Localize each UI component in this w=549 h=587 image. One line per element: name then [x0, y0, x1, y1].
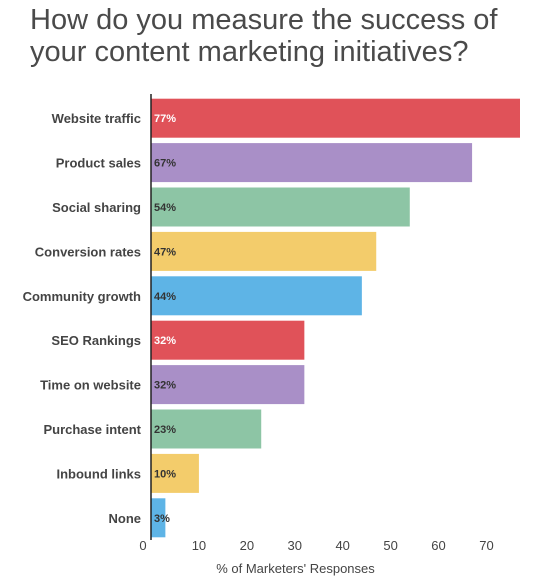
bar-purchase-intent [151, 409, 262, 449]
bar-community-growth [151, 276, 362, 316]
x-tick-label: 70 [479, 538, 493, 553]
category-label: None [109, 511, 142, 526]
bar-product-sales [151, 143, 473, 183]
value-label: 32% [154, 335, 176, 347]
value-label: 23% [154, 424, 176, 436]
x-tick-label: 40 [335, 538, 349, 553]
value-label: 3% [154, 513, 170, 525]
bar-inbound-links [151, 453, 199, 493]
bars-layer: 77% 67% 54% 47% 44% 32% 32% 23% 10% 3% [151, 98, 520, 538]
chart-title: How do you measure the success of your c… [30, 4, 545, 68]
category-label: Product sales [56, 156, 141, 171]
category-label: Time on website [40, 378, 141, 393]
category-labels: Website traffic Product sales Social shari… [23, 111, 142, 526]
bar-social-sharing [151, 187, 410, 227]
x-tick-label: 60 [431, 538, 445, 553]
category-label: Inbound links [57, 466, 142, 481]
x-tick-label: 30 [288, 538, 302, 553]
x-tick-label: 20 [240, 538, 254, 553]
value-label: 67% [154, 158, 176, 170]
x-tick-label: 0 [139, 538, 146, 553]
x-axis-title: % of Marketers' Responses [216, 561, 375, 576]
value-label: 44% [154, 291, 176, 303]
x-tick-label: 50 [383, 538, 397, 553]
category-label: Purchase intent [43, 422, 141, 437]
category-label: Social sharing [52, 200, 141, 215]
value-label: 10% [154, 468, 176, 480]
chart-title-line-2: your content marketing initiatives? [30, 36, 469, 68]
value-label: 54% [154, 202, 176, 214]
value-label: 47% [154, 246, 176, 258]
x-axis-ticks: 0 10 20 30 40 50 60 70 [139, 538, 493, 553]
bar-conversion-rates [151, 231, 377, 271]
category-label: SEO Rankings [51, 333, 141, 348]
bar-website-traffic [151, 98, 520, 138]
bar-seo-rankings [151, 320, 305, 360]
x-tick-label: 10 [192, 538, 206, 553]
value-label: 77% [154, 113, 176, 125]
bar-time-on-website [151, 365, 305, 405]
bar-none [151, 498, 166, 538]
category-label: Community growth [23, 289, 141, 304]
chart-title-line-1: How do you measure the success of [30, 4, 498, 36]
value-label: 32% [154, 380, 176, 392]
category-label: Website traffic [52, 111, 141, 126]
category-label: Conversion rates [35, 244, 141, 259]
